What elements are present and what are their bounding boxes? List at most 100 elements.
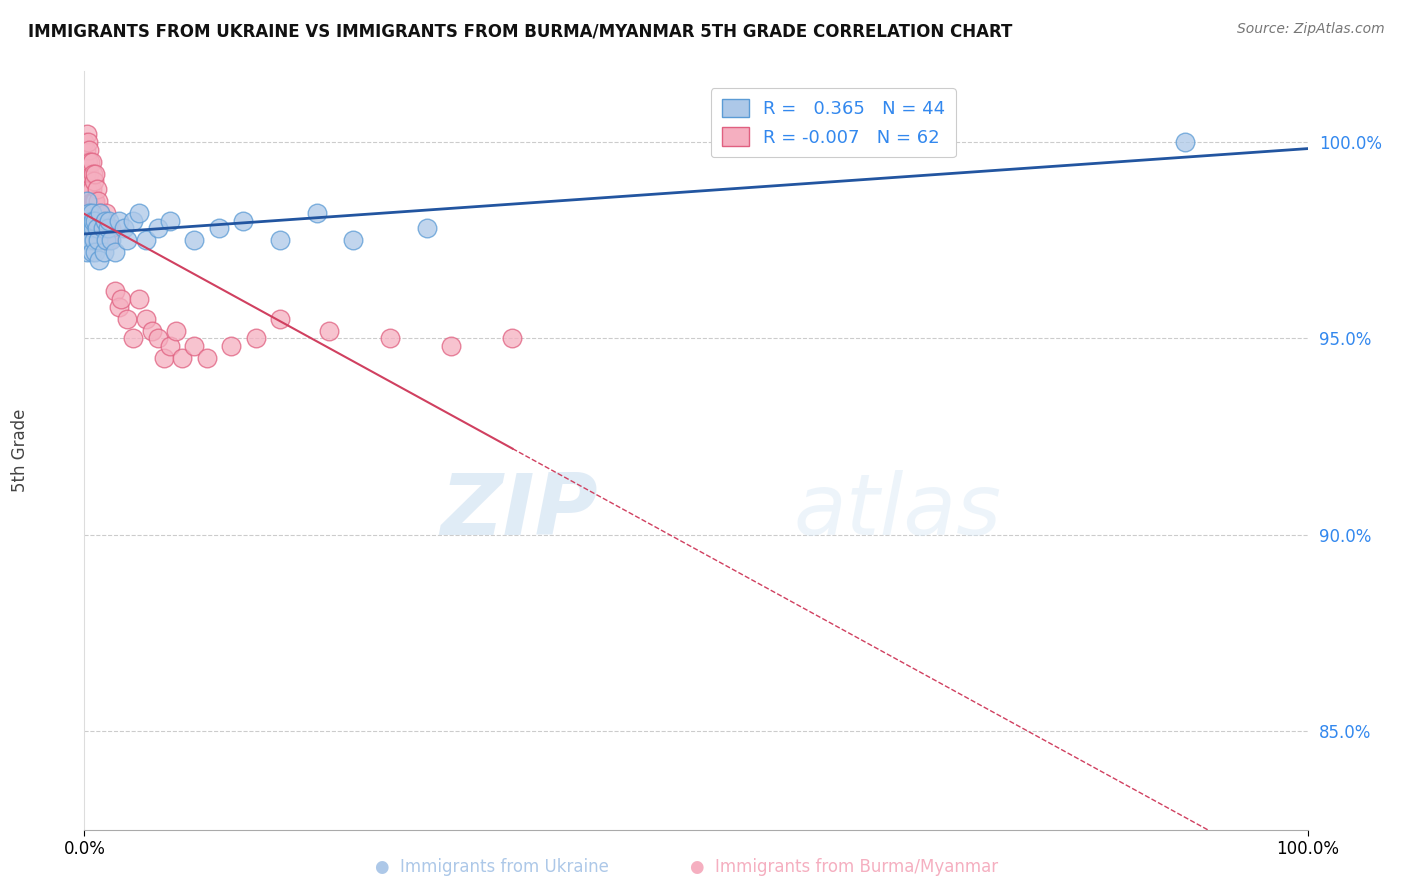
Point <box>94 233 117 247</box>
Point <box>91 221 114 235</box>
Point <box>107 300 129 314</box>
Point <box>87 221 110 235</box>
Point <box>76 194 98 208</box>
Point <box>122 213 145 227</box>
Point <box>86 221 108 235</box>
Point <box>77 135 100 149</box>
Y-axis label: 5th Grade: 5th Grade <box>11 409 28 492</box>
Point <box>76 182 98 196</box>
Point <box>97 221 120 235</box>
Text: atlas: atlas <box>794 469 1002 553</box>
Point <box>440 339 463 353</box>
Point <box>83 233 105 247</box>
Point <box>84 233 107 247</box>
Point <box>84 213 107 227</box>
Point <box>75 143 97 157</box>
Point <box>83 194 105 208</box>
Text: Source: ZipAtlas.com: Source: ZipAtlas.com <box>1237 22 1385 37</box>
Point <box>80 206 103 220</box>
Point <box>100 233 122 247</box>
Point <box>76 154 98 169</box>
Point <box>79 233 101 247</box>
Point <box>73 154 96 169</box>
Point <box>79 154 101 169</box>
Point <box>165 324 187 338</box>
Point <box>76 127 98 141</box>
Point <box>115 233 138 247</box>
Point <box>84 167 107 181</box>
Point <box>80 245 103 260</box>
Point <box>115 311 138 326</box>
Point <box>104 285 127 299</box>
Text: ●  Immigrants from Ukraine: ● Immigrants from Ukraine <box>375 858 609 876</box>
Point <box>84 194 107 208</box>
Point <box>87 233 110 247</box>
Point <box>380 331 402 345</box>
Point <box>77 167 100 181</box>
Point <box>342 233 364 247</box>
Point <box>159 213 181 227</box>
Point <box>97 213 120 227</box>
Point <box>269 233 291 247</box>
Point <box>91 221 114 235</box>
Point <box>305 206 328 220</box>
Point <box>128 206 150 220</box>
Point <box>107 213 129 227</box>
Point <box>208 221 231 235</box>
Point <box>86 182 108 196</box>
Point <box>183 233 205 247</box>
Point <box>75 167 97 181</box>
Point <box>76 245 98 260</box>
Point <box>100 221 122 235</box>
Point <box>87 194 110 208</box>
Legend: R =   0.365   N = 44, R = -0.007   N = 62: R = 0.365 N = 44, R = -0.007 N = 62 <box>710 88 956 157</box>
Point <box>89 206 111 220</box>
Point <box>104 245 127 260</box>
Point <box>84 245 107 260</box>
Point <box>73 135 96 149</box>
Point <box>146 331 169 345</box>
Point <box>80 154 103 169</box>
Point <box>82 194 104 208</box>
Point <box>87 252 110 267</box>
Point <box>82 221 104 235</box>
Point <box>82 167 104 181</box>
Point <box>82 221 104 235</box>
Point <box>77 143 100 157</box>
Point <box>79 213 101 227</box>
Point <box>94 213 117 227</box>
Point <box>159 339 181 353</box>
Point <box>269 311 291 326</box>
Point <box>172 351 194 366</box>
Point <box>89 206 111 220</box>
Point <box>318 324 340 338</box>
Point <box>232 213 254 227</box>
Point <box>93 245 115 260</box>
Point <box>80 182 103 196</box>
Point <box>245 331 267 345</box>
Point <box>112 221 135 235</box>
Point <box>96 206 118 220</box>
Point <box>86 213 108 227</box>
Point <box>77 233 100 247</box>
Point <box>128 292 150 306</box>
Text: ZIP: ZIP <box>440 469 598 553</box>
Point <box>219 339 242 353</box>
Point <box>79 182 101 196</box>
Point <box>146 221 169 235</box>
Point <box>135 311 157 326</box>
Point <box>135 233 157 247</box>
Point <box>141 324 163 338</box>
Point <box>502 331 524 345</box>
Point <box>80 206 103 220</box>
Point <box>77 154 100 169</box>
Point <box>83 221 105 235</box>
Point <box>416 221 439 235</box>
Point <box>77 194 100 208</box>
Point <box>110 292 132 306</box>
Point <box>83 174 105 188</box>
Point <box>96 233 118 247</box>
Point <box>79 206 101 220</box>
Point <box>153 351 176 366</box>
Text: ●  Immigrants from Burma/Myanmar: ● Immigrants from Burma/Myanmar <box>689 858 998 876</box>
